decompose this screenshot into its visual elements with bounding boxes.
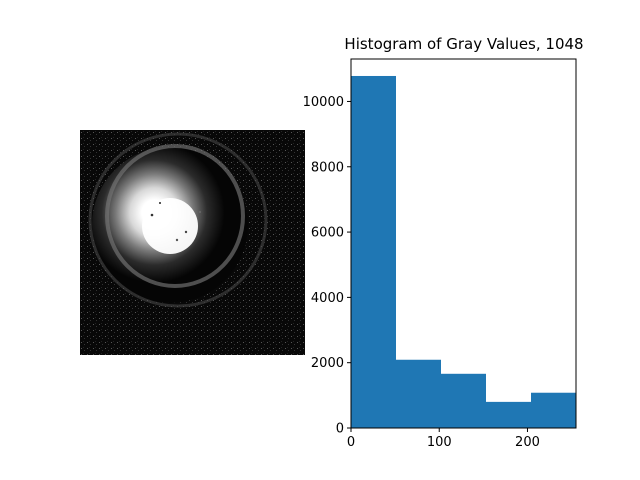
y-tick-label-2: 2000 [311, 356, 344, 371]
grayscale-image [80, 130, 305, 355]
histogram-bar-1 [351, 75, 396, 428]
chart-title: Histogram of Gray Values, 1048 [344, 35, 583, 53]
y-tick-label-1: 0 [336, 422, 344, 437]
y-tick-label-5: 8000 [311, 160, 344, 175]
y-tick-label-3: 4000 [311, 291, 344, 306]
histogram-bar-2 [396, 359, 441, 428]
y-tick-label-6: 10000 [303, 95, 344, 110]
histogram-bar-3 [441, 373, 486, 428]
y-tick-label-4: 6000 [311, 226, 344, 241]
histogram-bar-4 [486, 401, 531, 428]
grayscale-image-icon [80, 130, 305, 355]
x-tick-label-3: 200 [515, 435, 540, 450]
x-tick-label-2: 100 [427, 435, 452, 450]
bars-layer [351, 75, 576, 428]
histogram-bar-5 [531, 392, 576, 428]
plot-frame [350, 58, 577, 429]
x-tick-label-1: 0 [347, 435, 355, 450]
